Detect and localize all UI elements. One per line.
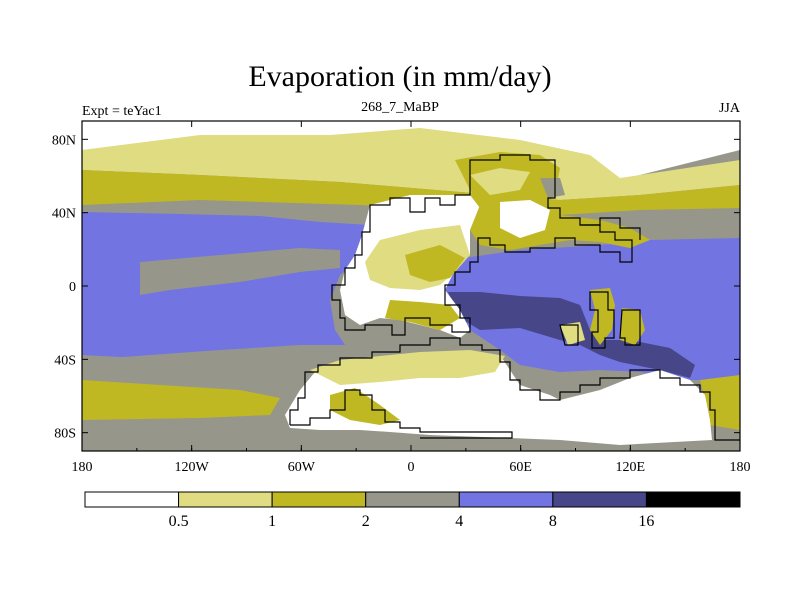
colorbar-label: 16 (638, 513, 654, 530)
field-north-continent-light (470, 168, 530, 195)
y-tick-label: 40N (52, 207, 76, 222)
colorbar-box (552, 491, 647, 508)
experiment-label: Expt = teYac1 (82, 104, 162, 119)
time-label: 268_7_MaBP (361, 100, 439, 115)
colorbar-box (645, 491, 741, 508)
colorbar-label: 0.5 (169, 513, 189, 530)
coastline-island-east (589, 291, 615, 349)
coastline-south-continent (289, 337, 740, 441)
field-north-continent-white (500, 200, 550, 238)
coastline-north-shelf (580, 217, 641, 240)
x-axis: 180 120W 60W 0 60E 120E 180 (72, 121, 751, 475)
field-east-ocean-blue (445, 238, 740, 380)
colorbar: 0.5 1 2 4 8 16 (84, 491, 741, 530)
field-south-continent-olive (330, 388, 400, 425)
colorbar-label: 8 (549, 513, 557, 530)
field-west-continent-olive (405, 245, 465, 282)
field-north-light-band (82, 128, 740, 200)
y-tick-label: 80N (52, 133, 76, 148)
colorbar-label: 2 (362, 513, 370, 530)
y-tick-label: 40S (54, 353, 76, 368)
colorbar-box (271, 491, 367, 508)
x-tick-label: 0 (408, 460, 415, 475)
coastline-west-north-continent (331, 154, 633, 336)
field-island-east-2 (620, 308, 645, 345)
y-tick-label: 0 (69, 280, 76, 295)
field-north-olive-band (82, 170, 740, 215)
colorbar-label: 1 (268, 513, 276, 530)
coastline-island-east-2 (619, 309, 641, 346)
field-north-continent-grey (540, 178, 565, 198)
x-tick-label: 60E (509, 460, 532, 475)
field-south-continent-light (310, 350, 505, 385)
y-axis: 80N 40N 0 40S 80S (52, 133, 740, 442)
x-tick-label: 60W (288, 460, 316, 475)
x-tick-label: 120W (175, 460, 210, 475)
x-tick-label: 180 (730, 460, 751, 475)
field-west-ocean-grey (140, 248, 340, 295)
season-label: JJA (718, 101, 740, 116)
field-island-east-3 (560, 322, 585, 345)
coastline-south-peninsula (290, 389, 513, 439)
plot-title: Evaporation (in mm/day) (248, 60, 552, 93)
colorbar-box (365, 491, 460, 508)
coastline-island-east-3 (559, 324, 579, 346)
x-tick-label: 180 (72, 460, 93, 475)
colorbar-label: 4 (455, 513, 463, 530)
field-south-polar-grey (82, 418, 740, 451)
evaporation-field (82, 121, 740, 451)
x-tick-label: 120E (616, 460, 646, 475)
field-southeast-olive (700, 375, 740, 430)
colorbar-box (178, 491, 273, 508)
colorbar-box (458, 491, 554, 508)
field-south-olive-band (82, 380, 280, 420)
colorbar-box (84, 491, 180, 508)
field-island-east (590, 288, 615, 345)
field-west-continent-south-olive (385, 300, 460, 330)
field-west-ocean-blue (82, 212, 380, 360)
coastlines (289, 154, 740, 441)
y-tick-label: 80S (54, 427, 76, 442)
